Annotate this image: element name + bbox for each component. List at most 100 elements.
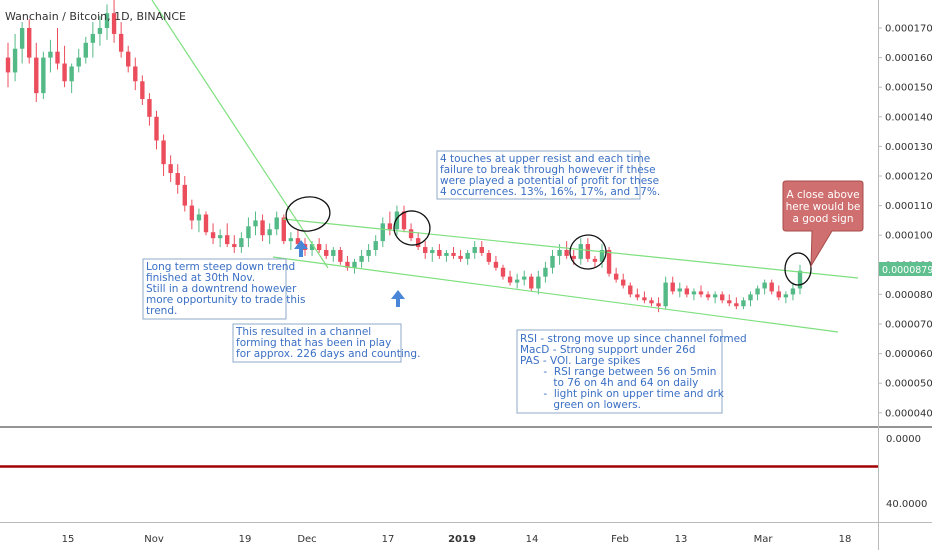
candle xyxy=(430,247,435,262)
candle xyxy=(90,22,96,58)
candle xyxy=(5,42,11,88)
candle xyxy=(635,288,640,301)
channel-lower-line[interactable] xyxy=(272,256,839,333)
note-downtrend-line: Long term steep down trend xyxy=(146,261,295,273)
note-touches-line: 4 occurrences. 13%, 16%, 17%, and 17%. xyxy=(440,186,660,198)
candle xyxy=(338,247,343,265)
candle xyxy=(522,270,527,286)
candle xyxy=(203,211,209,236)
candle xyxy=(48,39,53,73)
indicator-pane[interactable] xyxy=(0,428,878,522)
candle xyxy=(755,285,760,301)
candle xyxy=(140,75,145,105)
downtrend-line[interactable] xyxy=(151,0,329,269)
touch-circle-3[interactable] xyxy=(568,233,607,271)
candle xyxy=(118,22,124,58)
note-downtrend-line: finished at 30th Nov. xyxy=(146,272,255,284)
main-pane[interactable] xyxy=(0,0,878,426)
note-indicators-line: to 76 on 4h and 64 on daily xyxy=(520,377,698,389)
note-touches[interactable]: 4 touches at upper resist and each time … xyxy=(436,150,660,200)
candle xyxy=(175,164,180,194)
note-touches-line: failure to break through however if thes… xyxy=(440,164,656,176)
candle xyxy=(458,250,463,262)
candle xyxy=(642,291,647,304)
candle xyxy=(97,16,103,46)
note-downtrend-line: Still in a downtrend however xyxy=(146,283,297,295)
candle xyxy=(352,258,357,274)
candle xyxy=(684,285,690,298)
up-arrow-icon xyxy=(391,290,405,307)
candle xyxy=(677,282,682,298)
indicator-tick-0: 0.0000 xyxy=(886,434,921,445)
callout-line: a good sign xyxy=(793,213,854,225)
touch-circle-2[interactable] xyxy=(391,208,432,248)
candle xyxy=(196,208,202,233)
candle xyxy=(366,244,371,262)
touch-circle-4[interactable] xyxy=(784,252,812,286)
date-tick-label: Feb xyxy=(611,534,629,545)
candle xyxy=(380,217,385,248)
candle xyxy=(514,273,520,289)
note-channel[interactable]: This resulted in a channel forming that … xyxy=(232,323,420,363)
note-downtrend[interactable]: Long term steep down trend finished at 3… xyxy=(142,258,305,320)
candle xyxy=(507,270,513,286)
candle xyxy=(27,19,32,64)
candle xyxy=(486,250,492,265)
note-indicators-line: - light pink on upper time and drk xyxy=(520,388,725,400)
candle xyxy=(232,235,237,253)
candle xyxy=(373,235,378,256)
candle xyxy=(741,297,746,310)
candle xyxy=(543,261,548,283)
note-indicators-line: RSI - strong move up since channel forme… xyxy=(520,333,747,345)
date-tick-label: 13 xyxy=(675,534,688,545)
note-channel-line: forming that has been in play xyxy=(236,337,391,349)
candle xyxy=(748,291,753,307)
note-indicators-line: green on lowers. xyxy=(520,399,641,411)
candle xyxy=(500,264,506,280)
candle xyxy=(790,282,796,301)
candle xyxy=(550,250,555,274)
candle xyxy=(168,155,173,182)
candle xyxy=(628,282,633,298)
candle xyxy=(246,217,251,248)
candle xyxy=(267,223,272,245)
up-arrow-icon xyxy=(294,240,308,257)
candle xyxy=(19,22,25,64)
note-indicators-line: MacD - Strong support under 26d xyxy=(520,344,696,356)
candle xyxy=(76,48,81,73)
note-indicators[interactable]: RSI - strong move up since channel forme… xyxy=(516,329,747,414)
candle xyxy=(705,291,711,301)
candle xyxy=(83,36,88,64)
candle xyxy=(401,205,407,233)
current-price-tag: 0.0000879 xyxy=(879,262,932,276)
indicator-tick-40: 40.0000 xyxy=(886,499,927,510)
candle xyxy=(727,294,732,307)
candle xyxy=(189,199,195,230)
callout-bubble[interactable]: A close above here would be a good sign xyxy=(782,180,864,268)
candle xyxy=(161,134,166,176)
candle xyxy=(769,279,774,295)
candle xyxy=(564,241,569,259)
time-axis[interactable]: 15 Nov 19 Dec 17 2019 14 Feb 13 Mar 18 xyxy=(62,534,852,545)
note-touches-line: 4 touches at upper resist and each time xyxy=(440,153,650,165)
candle xyxy=(797,264,803,295)
date-tick-label: 18 xyxy=(839,534,852,545)
candles xyxy=(5,0,803,313)
candle xyxy=(415,232,421,250)
date-tick-label: 19 xyxy=(239,534,252,545)
touch-circle-1[interactable] xyxy=(284,194,332,234)
candle xyxy=(133,57,138,91)
candle xyxy=(465,250,470,265)
date-tick-label: Mar xyxy=(754,534,774,545)
candle xyxy=(331,247,336,262)
